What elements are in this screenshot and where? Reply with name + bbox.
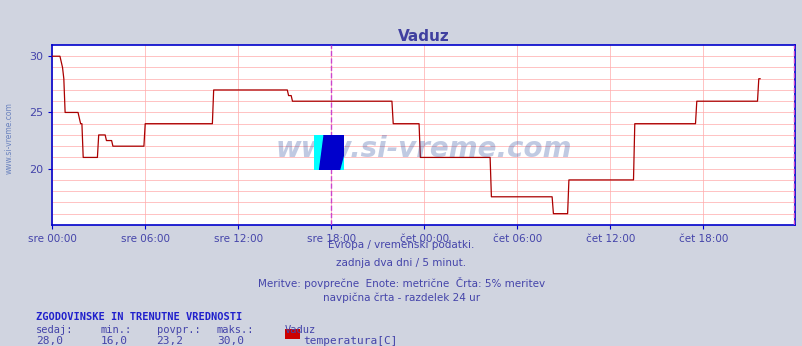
- Polygon shape: [318, 136, 343, 170]
- Text: www.si-vreme.com: www.si-vreme.com: [4, 102, 14, 174]
- Text: Evropa / vremenski podatki.: Evropa / vremenski podatki.: [328, 240, 474, 251]
- Text: Meritve: povprečne  Enote: metrične  Črta: 5% meritev: Meritve: povprečne Enote: metrične Črta:…: [257, 277, 545, 289]
- Text: sedaj:: sedaj:: [36, 325, 74, 335]
- Text: ZGODOVINSKE IN TRENUTNE VREDNOSTI: ZGODOVINSKE IN TRENUTNE VREDNOSTI: [36, 312, 242, 322]
- Text: 30,0: 30,0: [217, 336, 244, 346]
- Text: maks.:: maks.:: [217, 325, 254, 335]
- Polygon shape: [328, 153, 343, 170]
- Text: navpična črta - razdelek 24 ur: navpična črta - razdelek 24 ur: [322, 292, 480, 303]
- Text: min.:: min.:: [100, 325, 132, 335]
- Text: 16,0: 16,0: [100, 336, 128, 346]
- Polygon shape: [313, 136, 343, 170]
- Title: Vaduz: Vaduz: [397, 29, 449, 44]
- Text: 28,0: 28,0: [36, 336, 63, 346]
- Text: temperatura[C]: temperatura[C]: [303, 336, 398, 346]
- Polygon shape: [313, 136, 322, 170]
- Text: zadnja dva dni / 5 minut.: zadnja dva dni / 5 minut.: [336, 258, 466, 268]
- Text: povpr.:: povpr.:: [156, 325, 200, 335]
- Text: Vaduz: Vaduz: [285, 325, 316, 335]
- Text: www.si-vreme.com: www.si-vreme.com: [275, 135, 571, 163]
- Text: 23,2: 23,2: [156, 336, 184, 346]
